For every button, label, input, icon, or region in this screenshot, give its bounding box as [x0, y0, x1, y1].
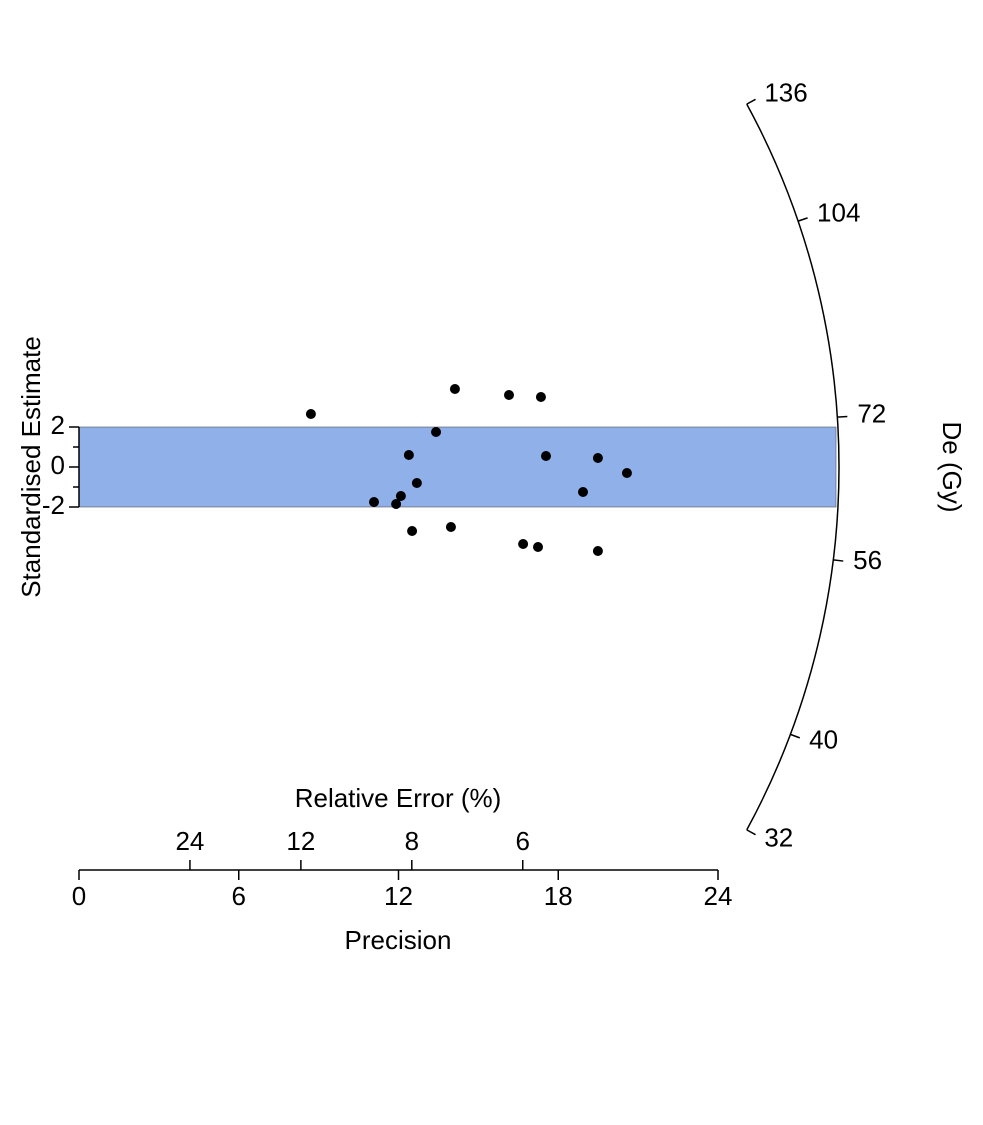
data-point — [445, 522, 456, 532]
x-tick-label: 18 — [544, 881, 573, 911]
data-point — [449, 384, 460, 394]
data-point — [592, 546, 603, 556]
data-point — [578, 487, 589, 497]
data-point — [535, 392, 546, 402]
data-point — [518, 539, 529, 549]
relerr-tick-label: 24 — [175, 826, 204, 856]
x-tick-label: 0 — [72, 881, 86, 911]
z-tick-label: 136 — [764, 77, 807, 107]
data-point — [621, 468, 632, 478]
relerr-axis-label: Relative Error (%) — [295, 783, 502, 813]
data-point — [533, 542, 544, 552]
z-tick — [746, 98, 756, 105]
data-point — [395, 491, 406, 501]
z-tick — [746, 829, 756, 836]
data-point — [503, 390, 514, 400]
z-axis-label: De (Gy) — [937, 422, 967, 513]
data-point — [541, 451, 552, 461]
relerr-tick-label: 6 — [516, 826, 530, 856]
z-tick-label: 40 — [809, 724, 838, 754]
data-point — [305, 409, 316, 419]
data-point — [431, 427, 442, 437]
data-point — [369, 497, 380, 507]
y-tick-label: 0 — [51, 450, 65, 480]
z-tick-label: 56 — [853, 545, 882, 575]
x-tick-label: 6 — [232, 881, 246, 911]
z-tick — [790, 733, 801, 739]
z-tick-label: 104 — [817, 198, 860, 228]
y-tick-label: 2 — [51, 410, 65, 440]
z-tick — [833, 559, 844, 562]
y-axis-label: Standardised Estimate — [16, 336, 46, 598]
confidence-band — [78, 426, 837, 508]
data-point — [411, 478, 422, 488]
z-tick-label: 72 — [857, 399, 886, 429]
z-tick-label: 32 — [764, 822, 793, 852]
data-point — [391, 499, 402, 509]
z-tick — [797, 217, 808, 222]
z-axis — [746, 103, 840, 831]
data-point — [403, 450, 414, 460]
x-tick-label: 24 — [704, 881, 733, 911]
relerr-tick-label: 8 — [405, 826, 419, 856]
x-axis-label: Precision — [345, 925, 452, 955]
z-tick — [837, 415, 848, 418]
data-point — [407, 526, 418, 536]
y-tick-label: -2 — [42, 490, 65, 520]
data-point — [592, 453, 603, 463]
x-tick-label: 12 — [384, 881, 413, 911]
relerr-tick-label: 12 — [286, 826, 315, 856]
